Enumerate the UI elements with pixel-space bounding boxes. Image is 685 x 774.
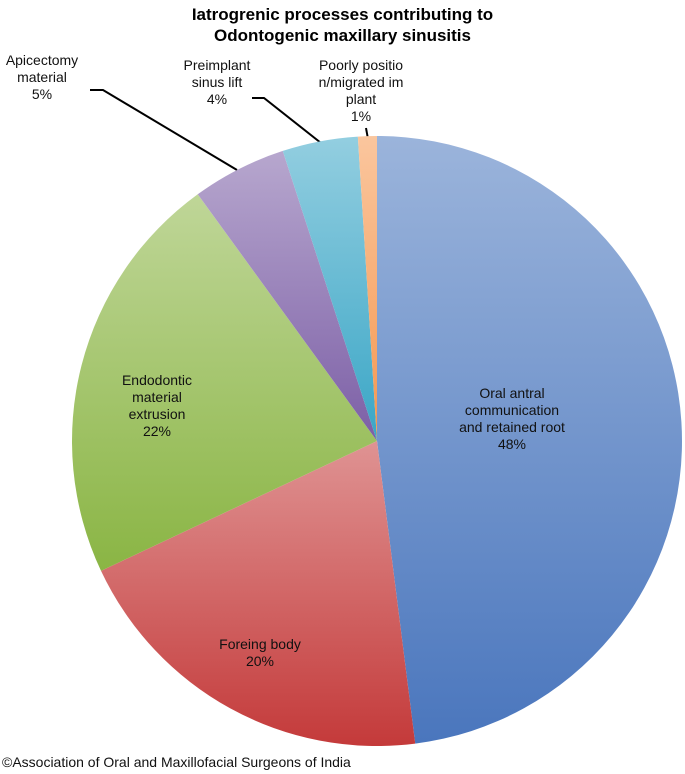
slice-label: Apicectomy material 5% <box>0 52 84 103</box>
value-label: 48% <box>497 436 527 452</box>
pie-slice <box>282 136 377 441</box>
slice-label: Oral antral communication and retained r… <box>455 385 570 453</box>
slice-label: Preimplant sinus lift 4% <box>172 57 262 108</box>
category-label: Endodontic material extrusion <box>121 372 193 422</box>
category-label: Apicectomy material <box>5 52 79 85</box>
value-label: 20% <box>245 653 275 669</box>
source-note: ©Association of Oral and Maxillofacial S… <box>2 754 351 770</box>
category-label: Foreing body <box>219 636 301 652</box>
chart-title: Iatrogrenic processes contributing to Od… <box>191 5 494 45</box>
category-label: Poorly position/migrated implant <box>318 57 404 107</box>
leader-line <box>252 97 322 144</box>
pie-slice <box>197 150 377 441</box>
pie-slice <box>357 136 377 441</box>
slice-label: Endodontic material extrusion 22% <box>110 372 205 440</box>
slice-label: Poorly position/migrated implant 1% <box>317 57 405 125</box>
pie-slice <box>72 194 377 571</box>
value-label: 4% <box>206 91 228 107</box>
category-label: Preimplant sinus lift <box>183 57 251 90</box>
pie-slice <box>377 136 683 744</box>
value-label: 22% <box>142 423 172 439</box>
value-label: 5% <box>31 86 53 102</box>
pie-slice <box>101 441 416 746</box>
slice-label: Foreing body 20% <box>185 636 335 670</box>
value-label: 1% <box>350 108 372 124</box>
leader-line <box>90 89 238 171</box>
category-label: Oral antral communication and retained r… <box>459 385 565 435</box>
